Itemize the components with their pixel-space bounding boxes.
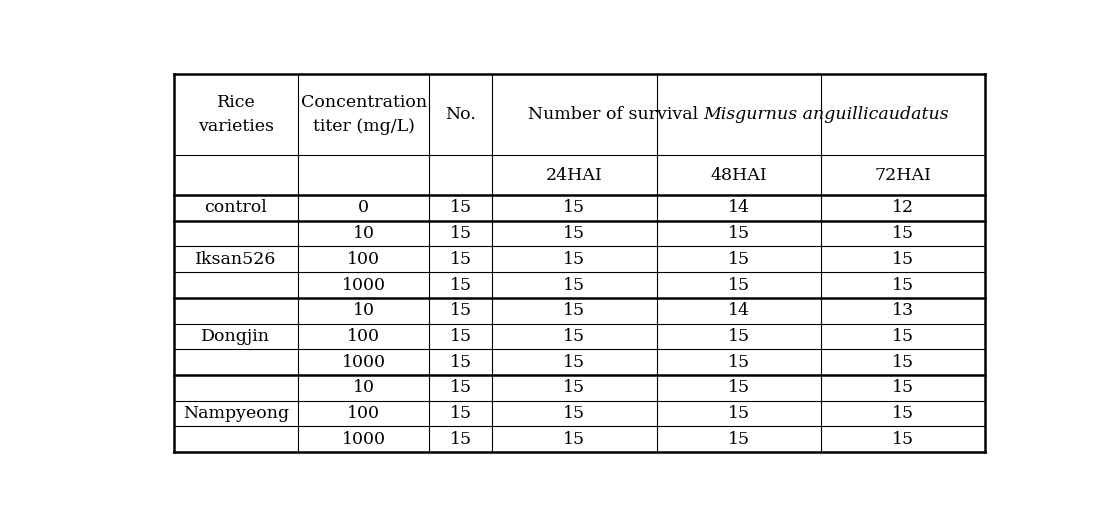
Text: 100: 100 [348,405,380,422]
Text: Rice
varieties: Rice varieties [198,95,274,135]
Text: 100: 100 [348,251,380,268]
Text: 15: 15 [450,251,471,268]
Text: 15: 15 [450,431,471,448]
Text: 10: 10 [353,379,374,397]
Text: 15: 15 [564,354,585,371]
Text: 1000: 1000 [342,431,385,448]
Text: Nampyeong: Nampyeong [183,405,289,422]
Text: Iksan526: Iksan526 [195,251,276,268]
Text: 15: 15 [450,379,471,397]
Text: 12: 12 [892,200,915,216]
Text: 15: 15 [892,225,915,242]
Text: 24HAI: 24HAI [546,166,603,184]
Text: 15: 15 [727,251,750,268]
Text: 15: 15 [564,302,585,319]
Text: 15: 15 [564,328,585,345]
Text: control: control [205,200,267,216]
Text: 15: 15 [450,302,471,319]
Text: 15: 15 [727,225,750,242]
Text: 15: 15 [564,431,585,448]
Text: Number of survival: Number of survival [528,106,704,123]
Text: 15: 15 [450,225,471,242]
Text: 15: 15 [564,251,585,268]
Text: 1000: 1000 [342,277,385,294]
Text: 10: 10 [353,302,374,319]
Text: 15: 15 [727,328,750,345]
Text: 1000: 1000 [342,354,385,371]
Text: 0: 0 [359,200,369,216]
Text: 15: 15 [564,405,585,422]
Text: 15: 15 [450,328,471,345]
Text: 15: 15 [892,405,915,422]
Text: 15: 15 [450,277,471,294]
Text: 15: 15 [564,379,585,397]
Text: 15: 15 [564,277,585,294]
Text: Misgurnus anguillicaudatus: Misgurnus anguillicaudatus [704,106,949,123]
Text: 72HAI: 72HAI [874,166,932,184]
Text: Concentration
titer (mg/L): Concentration titer (mg/L) [301,95,427,135]
Text: 15: 15 [727,379,750,397]
Text: 13: 13 [892,302,915,319]
Text: 15: 15 [892,379,915,397]
Text: 15: 15 [892,277,915,294]
Text: 15: 15 [727,405,750,422]
Text: 15: 15 [727,431,750,448]
Text: No.: No. [446,106,476,123]
Text: 15: 15 [564,200,585,216]
Text: 15: 15 [727,354,750,371]
Text: 15: 15 [892,251,915,268]
Text: Dongjin: Dongjin [202,328,271,345]
Text: 15: 15 [450,200,471,216]
Text: 14: 14 [729,302,750,319]
Text: 15: 15 [450,405,471,422]
Text: 10: 10 [353,225,374,242]
Text: 15: 15 [892,431,915,448]
Text: 15: 15 [892,328,915,345]
Text: 15: 15 [450,354,471,371]
Text: 14: 14 [729,200,750,216]
Text: 15: 15 [564,225,585,242]
Text: 15: 15 [727,277,750,294]
Text: 100: 100 [348,328,380,345]
Text: 15: 15 [892,354,915,371]
Text: 48HAI: 48HAI [711,166,768,184]
